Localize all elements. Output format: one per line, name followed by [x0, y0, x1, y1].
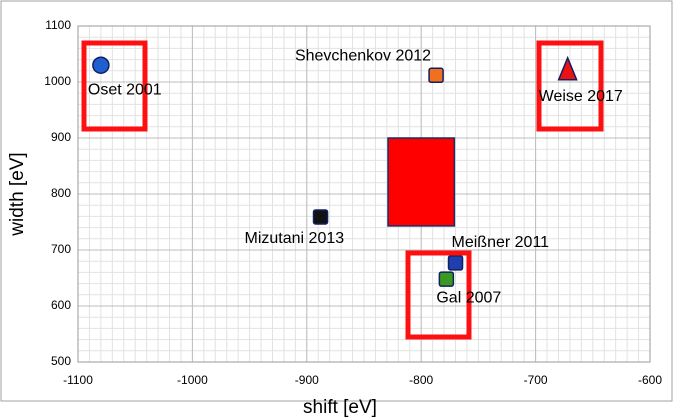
point [428, 67, 444, 84]
y-tick-label: 500 [51, 354, 71, 368]
point [557, 55, 578, 81]
y-tick-label: 900 [51, 130, 71, 144]
highlight-box [536, 40, 604, 132]
highlight-box [405, 250, 472, 340]
y-tick-label: 600 [51, 298, 71, 312]
x-tick-label: -800 [409, 373, 433, 387]
point-label: Gal 2007 [436, 289, 501, 306]
y-tick-label: 800 [51, 186, 71, 200]
highlight-boxes [81, 40, 604, 340]
x-tick-label: -700 [524, 373, 548, 387]
y-tick-label: 1000 [44, 74, 71, 88]
y-tick-label: 1100 [45, 18, 71, 32]
point-label: Oset 2001 [88, 81, 162, 98]
point-label: Shevchenkov 2012 [295, 47, 431, 64]
point-label: Mizutani 2013 [245, 230, 345, 247]
point-label: Weise 2017 [539, 88, 623, 105]
point [447, 255, 464, 271]
x-tick-label: -600 [638, 373, 662, 387]
y-tick-label: 700 [51, 242, 71, 256]
x-tick-label: -900 [295, 373, 319, 387]
marks [92, 55, 578, 287]
chart-frame [0, 0, 673, 402]
plot-border [77, 25, 651, 363]
region [387, 137, 456, 227]
x-tick-label: -1100 [63, 373, 93, 387]
x-axis-title: shift [eV] [303, 397, 377, 418]
point-label: Meißner 2011 [452, 234, 550, 251]
point [312, 209, 329, 225]
highlight-box [81, 40, 148, 132]
x-tick-label: -1000 [177, 373, 208, 387]
point [92, 56, 110, 74]
grid [77, 25, 651, 363]
point [438, 271, 455, 287]
y-axis-title: width [eV] [7, 152, 28, 236]
